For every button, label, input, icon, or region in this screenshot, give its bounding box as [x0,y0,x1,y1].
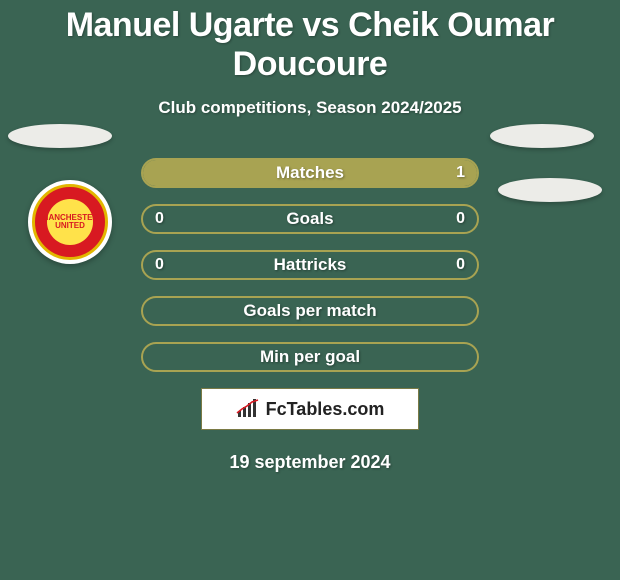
brand-badge[interactable]: FcTables.com [201,388,419,430]
placeholder-ellipse [498,178,602,202]
stat-value-right: 1 [456,160,465,186]
page-title: Manuel Ugarte vs Cheik Oumar Doucoure [0,0,620,84]
stat-row: Hattricks0 0 [141,250,479,280]
subtitle: Club competitions, Season 2024/2025 [0,98,620,118]
placeholder-ellipse [8,124,112,148]
club-crest-left: MANCHESTER UNITED [28,180,112,264]
brand-text: FcTables.com [266,399,385,420]
placeholder-ellipse [490,124,594,148]
stat-value-right: 0 [456,206,465,232]
stat-row: Min per goal [141,342,479,372]
stat-label: Hattricks [143,252,477,278]
stat-label: Goals [143,206,477,232]
comparison-card: Manuel Ugarte vs Cheik Oumar Doucoure Cl… [0,0,620,580]
stat-value-left: 0 [155,206,164,232]
stat-value-left: 0 [155,252,164,278]
stat-row: Matches1 [141,158,479,188]
stat-label: Goals per match [143,298,477,324]
stat-label: Min per goal [143,344,477,370]
stat-row: Goals0 0 [141,204,479,234]
stat-label: Matches [143,160,477,186]
snapshot-date: 19 september 2024 [0,452,620,473]
stat-value-right: 0 [456,252,465,278]
bar-chart-icon [236,399,260,419]
stat-row: Goals per match [141,296,479,326]
crest-label: MANCHESTER UNITED [47,199,93,245]
